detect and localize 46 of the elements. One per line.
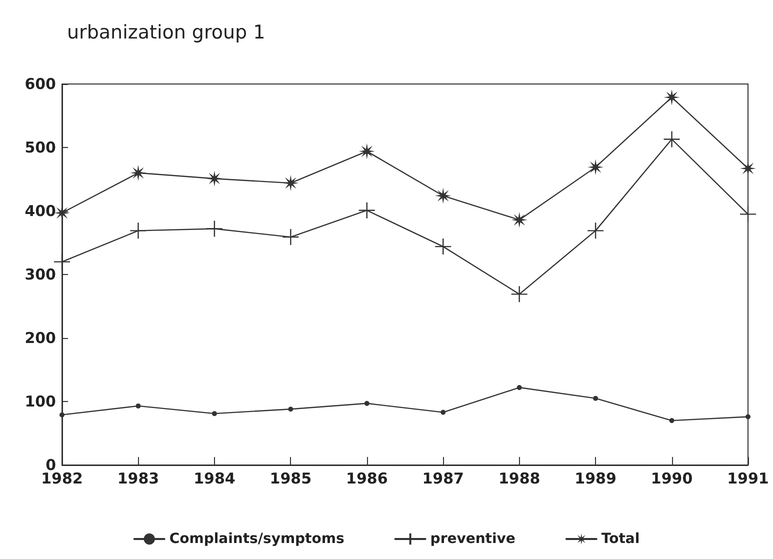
point xyxy=(746,414,750,420)
x-tick-label: 1989 xyxy=(574,470,616,488)
point xyxy=(435,188,452,204)
y-tick-label: 600 xyxy=(24,75,56,93)
legend-label: preventive xyxy=(430,531,516,547)
point xyxy=(212,411,217,416)
x-tick-label: 1988 xyxy=(498,470,540,488)
y-tick-label: 300 xyxy=(24,266,56,284)
point xyxy=(664,89,680,106)
point xyxy=(586,222,604,240)
point xyxy=(593,396,598,401)
point xyxy=(206,170,222,187)
x-tick-label: 1991 xyxy=(727,470,769,488)
y-tick-label: 500 xyxy=(24,138,56,156)
point xyxy=(739,206,757,223)
x-tick-label: 1986 xyxy=(346,470,388,488)
y-tick-label: 400 xyxy=(24,202,56,220)
point xyxy=(440,410,446,415)
point xyxy=(364,400,370,406)
point xyxy=(206,220,224,238)
point xyxy=(136,403,141,408)
point xyxy=(130,222,147,240)
point xyxy=(358,143,375,160)
point xyxy=(510,286,528,303)
point xyxy=(588,159,604,176)
point xyxy=(288,406,294,412)
y-tick-label: 100 xyxy=(24,392,56,410)
x-tick-label: 1985 xyxy=(270,470,312,488)
x-tick-label: 1990 xyxy=(650,470,693,488)
x-tick-label: 1983 xyxy=(117,470,160,488)
point xyxy=(434,238,452,256)
point xyxy=(60,412,64,418)
legend-label: Total xyxy=(601,531,640,547)
point xyxy=(282,175,299,192)
chart-title: urbanization group 1 xyxy=(67,22,266,44)
point xyxy=(358,202,376,219)
x-tick-label: 1987 xyxy=(422,470,464,488)
y-tick-label: 200 xyxy=(24,329,56,347)
point xyxy=(516,385,522,390)
point xyxy=(130,164,146,181)
x-tick-label: 1984 xyxy=(194,470,236,488)
point xyxy=(669,418,674,424)
point xyxy=(282,228,300,246)
legend-label: Complaints/symptoms xyxy=(169,531,344,547)
point xyxy=(663,130,680,148)
point xyxy=(511,212,528,228)
